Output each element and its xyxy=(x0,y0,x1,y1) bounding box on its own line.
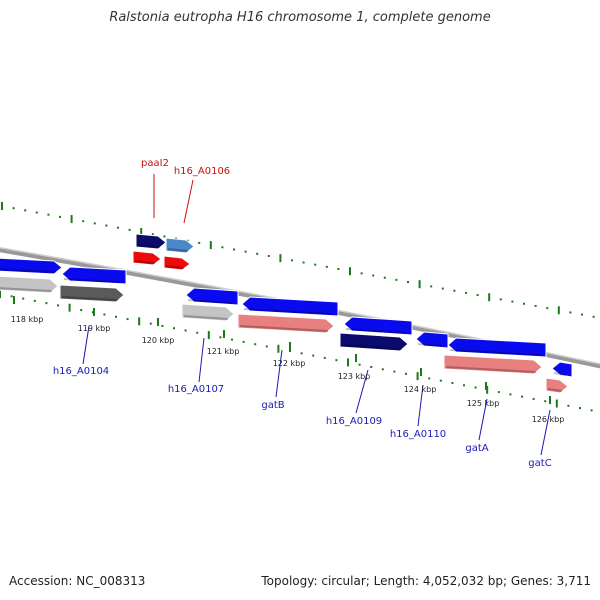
gene-label[interactable]: h16_A0110 xyxy=(390,429,446,440)
ruler-label: 124 kbp xyxy=(404,385,437,394)
gene-shade xyxy=(187,299,233,304)
gene-darkgray-7[interactable] xyxy=(59,284,125,303)
leader-line xyxy=(82,325,90,365)
gene-blue-10[interactable] xyxy=(241,296,339,317)
ruler-label: 122 kbp xyxy=(273,359,306,368)
gene-shade xyxy=(134,260,156,264)
map-title: Ralstonia eutropha H16 chromosome 1, com… xyxy=(109,10,491,25)
gene-label[interactable]: h16_A0109 xyxy=(326,416,382,427)
gene-label[interactable]: gatA xyxy=(465,443,488,454)
gene-red-4[interactable] xyxy=(132,250,162,266)
leader-line xyxy=(540,409,551,456)
inner-tick-track xyxy=(0,290,593,412)
gene-steelblue-3[interactable] xyxy=(165,237,195,254)
leader-line xyxy=(417,384,424,427)
gene-label[interactable]: gatC xyxy=(528,458,551,469)
gene-shade xyxy=(0,287,53,292)
gene-blue-14[interactable] xyxy=(415,331,449,349)
gene-blue-17[interactable] xyxy=(551,361,573,378)
gene-shade xyxy=(63,278,121,283)
ruler-label: 118 kbp xyxy=(11,315,44,324)
topology-text: Topology: circular; Length: 4,052,032 bp… xyxy=(261,574,591,588)
gene-shade xyxy=(553,372,567,376)
gene-shade xyxy=(61,296,119,301)
gene-features xyxy=(0,233,573,394)
accession-text: Accession: NC_008313 xyxy=(9,574,146,588)
gene-blue-8[interactable] xyxy=(185,287,239,306)
gene-shade xyxy=(137,244,161,248)
gene-label[interactable]: paaI2 xyxy=(141,158,169,169)
gene-shade xyxy=(167,248,189,252)
gene-shade xyxy=(239,325,329,332)
leader-line xyxy=(198,337,205,383)
gene-blue-12[interactable] xyxy=(343,316,413,336)
gene-shade xyxy=(0,268,57,273)
gene-shade xyxy=(345,328,407,334)
gene-navy-2[interactable] xyxy=(135,233,167,250)
leader-line xyxy=(355,369,369,414)
gene-shade xyxy=(417,343,443,347)
gene-blue-15[interactable] xyxy=(447,337,547,358)
gene-shade xyxy=(341,344,403,350)
ruler-label: 125 kbp xyxy=(467,399,500,408)
gene-shade xyxy=(165,265,185,269)
ruler-label: 126 kbp xyxy=(532,415,565,424)
ruler-label: 120 kbp xyxy=(142,336,175,345)
gene-salmon-18[interactable] xyxy=(545,377,569,394)
gene-salmon-11[interactable] xyxy=(237,313,335,334)
gene-salmon-16[interactable] xyxy=(443,354,543,375)
gene-shade xyxy=(183,315,229,320)
gene-red-5[interactable] xyxy=(163,255,191,271)
gene-blue-0[interactable] xyxy=(0,257,63,275)
leader-line xyxy=(478,398,488,441)
leader-line xyxy=(183,179,194,224)
gene-label[interactable]: h16_A0107 xyxy=(168,384,224,395)
gene-label[interactable]: h16_A0104 xyxy=(53,366,109,377)
gene-navy-13[interactable] xyxy=(339,332,409,352)
gene-shade xyxy=(449,349,541,356)
leader-line xyxy=(275,349,283,398)
gene-labels: paaI2 h16_A0106 h16_A0104 h16_A0107 gatB h16_… xyxy=(53,158,552,469)
label-leaders xyxy=(82,174,551,456)
ruler-label: 121 kbp xyxy=(207,347,240,356)
gene-lightgray-9[interactable] xyxy=(181,303,235,322)
ruler-label: 119 kbp xyxy=(78,324,111,333)
gene-blue-1[interactable] xyxy=(61,266,127,285)
outer-tick-track xyxy=(1,202,595,318)
ruler-labels: 118 kbp 119 kbp 120 kbp 121 kbp 122 kbp 123 k… xyxy=(11,296,565,424)
gene-label[interactable]: gatB xyxy=(261,400,284,411)
gene-label[interactable]: h16_A0106 xyxy=(174,166,230,177)
ruler-label: 123 kbp xyxy=(338,372,371,381)
gene-shade xyxy=(547,388,563,392)
gene-shade xyxy=(243,308,333,315)
gene-shade xyxy=(445,366,537,373)
gene-lightgray-6[interactable] xyxy=(0,275,59,294)
